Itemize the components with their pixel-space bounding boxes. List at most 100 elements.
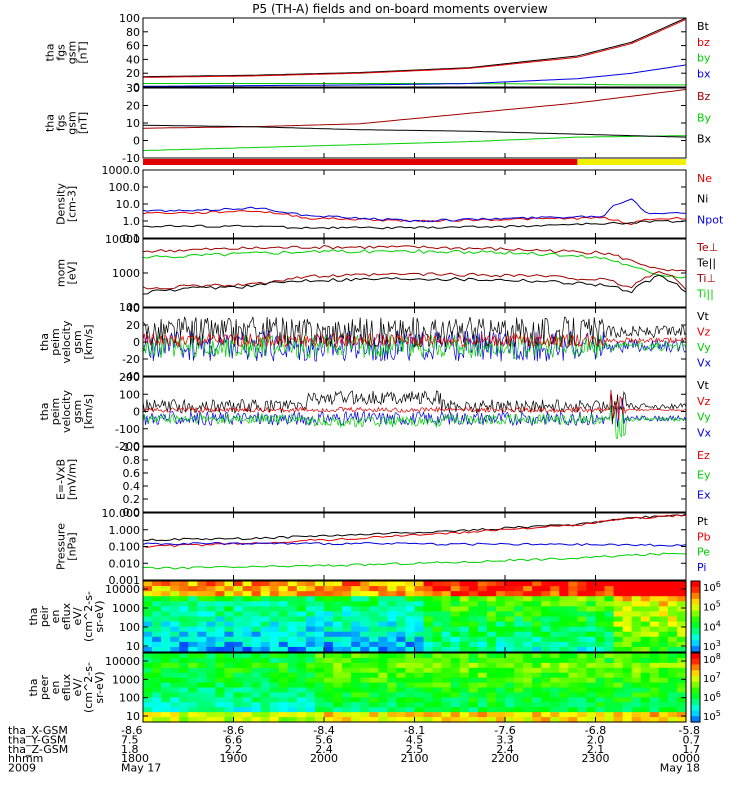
legend-label: By	[697, 111, 712, 124]
legend-label: Vy	[697, 341, 711, 354]
y-axis-label: eV/	[71, 607, 84, 625]
footer-value: 1900	[220, 752, 248, 765]
y-tick-label: 40	[126, 302, 140, 315]
series-line-Pb	[142, 514, 687, 548]
panel-7: 1.00.80.60.40.20.0 E=-VxB[mV/m] Ez Ey Ex	[55, 441, 711, 519]
footer-value: 2.2	[225, 743, 243, 756]
y-axis-label: gsm	[71, 400, 84, 423]
footer-value: 2.1	[587, 743, 605, 756]
y-tick-label: 1000	[112, 267, 140, 280]
series-line-Ti⊥	[142, 244, 687, 272]
series-line-green	[142, 333, 687, 359]
colorbar-tick: 106	[703, 690, 721, 704]
y-axis-label: tha	[38, 333, 51, 351]
footer-value: 2.0	[587, 733, 605, 746]
legend-label: Ne	[697, 172, 712, 185]
legend-label: Ti||	[696, 288, 714, 301]
panel-9: 106 105 104 103 10000 1000 100 10 thapeireneflux…	[27, 580, 721, 653]
footer-value: 2100	[401, 752, 429, 765]
y-axis-label: gsm	[66, 111, 79, 134]
legend-label: by	[697, 52, 711, 65]
panel-frame	[142, 512, 687, 581]
footer-value: 2200	[491, 752, 519, 765]
series-line-black	[142, 316, 687, 348]
y-axis-label: sr-eV)	[93, 600, 106, 632]
footer-row-label: tha_Y-GSM	[8, 733, 66, 746]
footer-value: -6.8	[585, 724, 606, 737]
legend-label: Te||	[696, 257, 716, 270]
y-axis-label: [nT]	[77, 41, 90, 63]
footer-value: May 17	[121, 762, 161, 775]
y-axis-label: [cm-3]	[66, 186, 79, 222]
y-tick-label: 100.0	[109, 181, 141, 194]
colorbar-tick: 108	[703, 652, 721, 666]
panel-frame	[142, 87, 687, 159]
colorbar-tick: 107	[703, 671, 721, 685]
panel-3: 1000.0 100.0 10.0 1.0 0.1 Density[cm-3] Ne Ni Np…	[55, 164, 724, 245]
y-tick-label: -10	[122, 152, 140, 165]
footer-row-label: tha_X-GSM	[8, 724, 68, 737]
y-axis-label: fgs	[55, 44, 68, 61]
y-tick-label: 1000	[112, 673, 140, 686]
series-line-red	[142, 390, 687, 421]
footer-value: May 18	[660, 762, 700, 775]
y-axis-label: Pressure	[55, 523, 68, 570]
footer-value: 2.4	[315, 743, 333, 756]
y-tick-label: 10000	[105, 233, 140, 246]
series-line-black	[142, 389, 687, 425]
footer-value: 2000	[310, 752, 338, 765]
legend-label: Ez	[697, 449, 710, 462]
y-tick-label: 100	[119, 621, 140, 634]
legend-label: Vx	[697, 426, 712, 439]
flag-bar-red	[143, 159, 578, 165]
y-tick-label: 10	[126, 117, 140, 130]
legend-label: Bx	[697, 133, 712, 146]
y-tick-label: -200	[115, 440, 140, 453]
y-axis-label: tha	[44, 114, 57, 132]
footer-value: -8.1	[404, 724, 425, 737]
footer-value: 1.8	[121, 743, 139, 756]
colorbar-tick: 105	[703, 600, 721, 614]
y-tick-label: -40	[122, 370, 140, 383]
footer-table: tha_X-GSM -8.6 -8.6 -8.4 -8.1 -7.6 -6.8 -5.8 tha…	[8, 724, 700, 775]
y-axis-label: tha	[44, 43, 57, 61]
y-axis-label: en	[49, 681, 62, 695]
series-line-red	[142, 332, 687, 348]
legend-label: Ni	[697, 193, 708, 206]
panel-5: 40200-20-40thapeimvelocitygsm[km/s]VtVzV…	[38, 302, 712, 383]
y-tick-label: 100	[119, 12, 140, 25]
colorbar-tick: 105	[703, 709, 721, 723]
footer-value: 3.3	[496, 733, 514, 746]
footer-value: 4.5	[406, 733, 424, 746]
legend-label: bz	[697, 36, 710, 49]
y-tick-label: 10	[126, 640, 140, 653]
colorbar-tick: 103	[703, 639, 721, 653]
y-axis-label: [km/s]	[82, 324, 95, 359]
footer-value: 2.5	[406, 743, 424, 756]
y-axis-label: Density	[55, 183, 68, 225]
legend-label: Vz	[697, 395, 711, 408]
y-axis-label: tha	[27, 607, 40, 625]
y-tick-label: 20	[126, 100, 140, 113]
series-line-Ni	[142, 219, 687, 230]
panel-10: 108 107 106 105 10000 1000 100 10 thapeereneflux…	[27, 652, 721, 723]
series-line-Pe	[142, 552, 687, 570]
y-axis-label: peir	[38, 605, 51, 627]
panel-4: 10000 1000 100 mom[eV] Te⊥ Te|| Ti⊥ Ti||	[55, 233, 719, 314]
y-tick-label: 200	[119, 371, 140, 384]
y-axis-label: (cm^2-s-	[82, 591, 95, 642]
y-tick-label: 0	[133, 135, 140, 148]
y-tick-label: -100	[115, 423, 140, 436]
series-line-Ti||	[142, 249, 687, 279]
footer-value: 2.4	[496, 743, 514, 756]
y-tick-label: 1.000	[109, 524, 141, 537]
panel-frame	[142, 446, 687, 513]
y-axis-label: [nPa]	[66, 532, 79, 560]
footer-value: 1800	[121, 752, 149, 765]
y-axis-label: tha	[38, 402, 51, 420]
y-axis-label: [km/s]	[82, 394, 95, 429]
colorbar-tick: 106	[703, 580, 721, 594]
y-tick-label: 40	[126, 53, 140, 66]
legend-label: Bz	[697, 90, 711, 103]
